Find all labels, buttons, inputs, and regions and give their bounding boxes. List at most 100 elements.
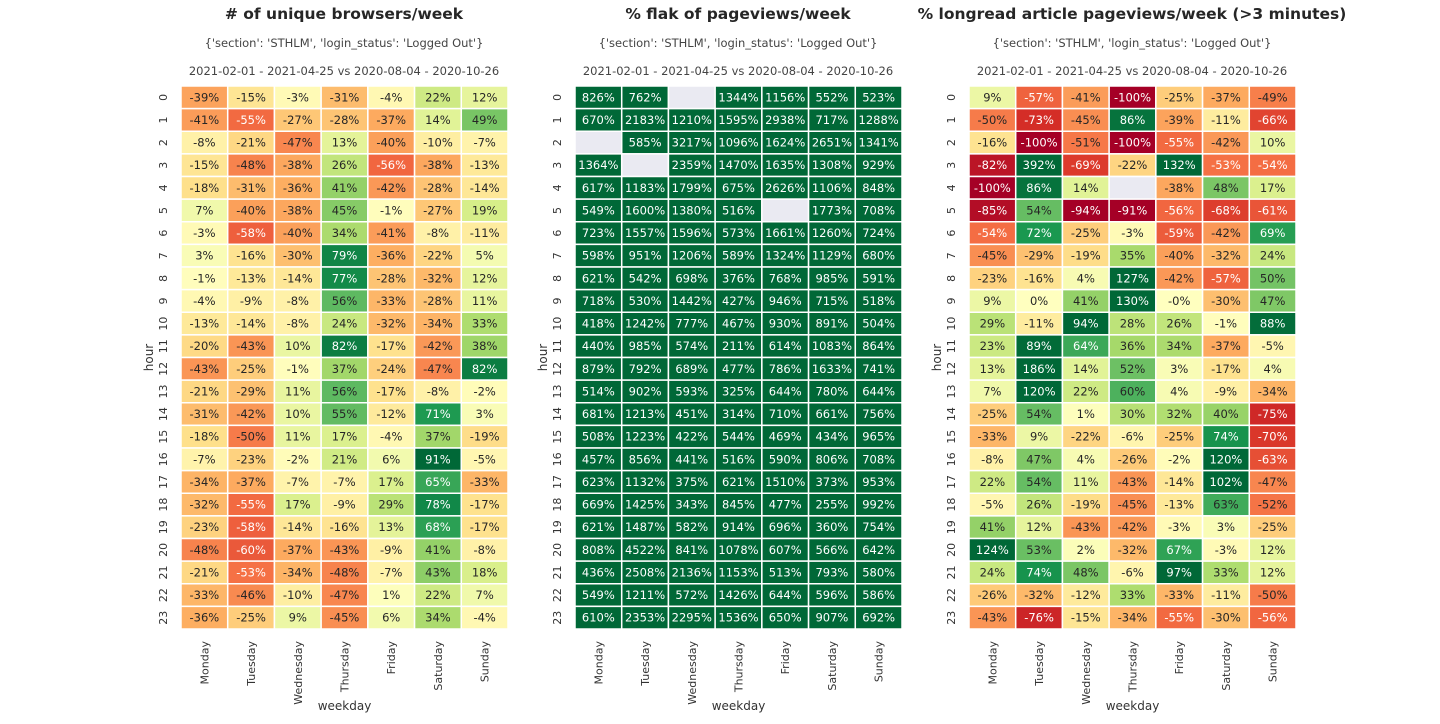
cell-value-label: -31% [236,181,266,195]
chart-subtitle-filters: {'section': 'STHLM', 'login_status': 'Lo… [205,36,484,50]
y-tick-label: 15 [551,430,564,444]
cell-value-label: 26% [332,158,358,172]
cell-value-label: 669% [582,498,615,512]
cell-value-label: -16% [330,520,360,534]
cell-value-label: -60% [236,543,266,557]
cell-value-label: 477% [722,362,755,376]
cell-value-label: 314% [722,407,755,421]
cell-value-label: 457% [582,452,615,466]
y-tick-label: 3 [157,162,170,169]
cell-value-label: 56% [332,384,358,398]
cell-value-label: -29% [1024,249,1054,263]
cell-value-label: -47% [423,362,453,376]
y-tick-label: 23 [551,611,564,625]
cell-value-label: -9% [240,294,262,308]
cell-value-label: 343% [675,498,708,512]
cell-value-label: -7% [380,565,402,579]
x-tick-label: Friday [779,641,792,675]
cell-value-label: 1344% [718,90,758,104]
cell-value-label: 762% [629,90,662,104]
cell-value-label: 77% [332,271,358,285]
cell-value-label: -68% [1211,203,1241,217]
y-tick-label: 19 [945,520,958,534]
cell-value-label: 793% [815,565,848,579]
cell-value-label: 74% [1213,430,1239,444]
cell-value-label: 9% [983,294,1001,308]
cell-value-label: 17% [285,498,311,512]
cell-value-label: -8% [287,317,309,331]
cell-value-label: -46% [236,588,266,602]
cell-value-label: 41% [425,543,451,557]
chart-title: # of unique browsers/week [225,5,464,23]
cell-value-label: -58% [236,520,266,534]
cell-value-label: -42% [1118,520,1148,534]
cell-value-label: 689% [675,362,708,376]
cell-value-label: -17% [470,520,500,534]
cell-value-label: -17% [470,498,500,512]
chart-subtitle-dates: 2021-02-01 - 2021-04-25 vs 2020-08-04 - … [583,64,893,78]
cell-value-label: 768% [769,271,802,285]
cell-value-label: -70% [1258,430,1288,444]
cell-value-label: 38% [472,339,498,353]
x-tick-label: Wednesday [686,641,699,705]
cell-value-label: 542% [629,271,662,285]
cell-value-label: 992% [862,498,895,512]
cell-value-label: 40% [1213,407,1239,421]
cell-value-label: 26% [1026,498,1052,512]
cell-value-label: -4% [193,294,215,308]
cell-value-label: -23% [189,520,219,534]
cell-value-label: 516% [722,452,755,466]
cell-value-label: 132% [1163,158,1196,172]
cell-value-label: -8% [981,452,1003,466]
cell-value-label: 582% [675,520,708,534]
cell-value-label: -36% [283,181,313,195]
cell-value-label: 2359% [672,158,712,172]
cell-value-label: -22% [1071,430,1101,444]
cell-value-label: -31% [189,407,219,421]
cell-value-label: -2% [473,384,495,398]
y-tick-label: 7 [945,252,958,259]
cell-value-label: -30% [1211,611,1241,625]
cell-value-label: -1% [1215,317,1237,331]
cell-value-label: -12% [1071,588,1101,602]
cell-value-label: -25% [1258,520,1288,534]
cell-value-label: 723% [582,226,615,240]
cell-value-label: -42% [236,407,266,421]
cell-value-label: -25% [1164,90,1194,104]
cell-value-label: 54% [1026,203,1052,217]
y-tick-label: 4 [551,184,564,191]
cell-value-label: 35% [1120,249,1146,263]
cell-value-label: 598% [582,249,615,263]
cell-value-label: 97% [1166,565,1192,579]
cell-value-label: -56% [376,158,406,172]
cell-value-label: -14% [283,520,313,534]
y-tick-label: 17 [551,475,564,489]
cell-value-label: 60% [1120,384,1146,398]
cell-value-label: -40% [376,136,406,150]
y-tick-label: 1 [551,116,564,123]
cell-value-label: -42% [1211,226,1241,240]
y-tick-label: 12 [551,362,564,376]
cell-value-label: 1661% [765,226,805,240]
cell-value-label: 11% [472,294,498,308]
cell-value-label: 436% [582,565,615,579]
cell-value-label: -47% [283,136,313,150]
cell-value-label: -52% [1258,498,1288,512]
cell-value-label: -2% [287,452,309,466]
cell-value-label: 1129% [812,249,852,263]
cell-value-label: -66% [1258,113,1288,127]
x-axis-label: weekday [712,699,766,713]
cell-value-label: 1600% [625,203,665,217]
cell-value-label: -25% [1071,226,1101,240]
cell-value-label: -34% [189,475,219,489]
cell-value-label: 255% [815,498,848,512]
cell-value-label: 29% [378,498,404,512]
cell-value-label: -14% [283,271,313,285]
y-tick-label: 14 [157,407,170,421]
cell-value-label: 3% [1170,362,1188,376]
cell-value-label: -15% [1071,611,1101,625]
cell-value-label: 54% [1026,475,1052,489]
cell-value-label: 33% [1213,565,1239,579]
cell-value-label: -33% [470,475,500,489]
cell-value-label: -7% [333,475,355,489]
